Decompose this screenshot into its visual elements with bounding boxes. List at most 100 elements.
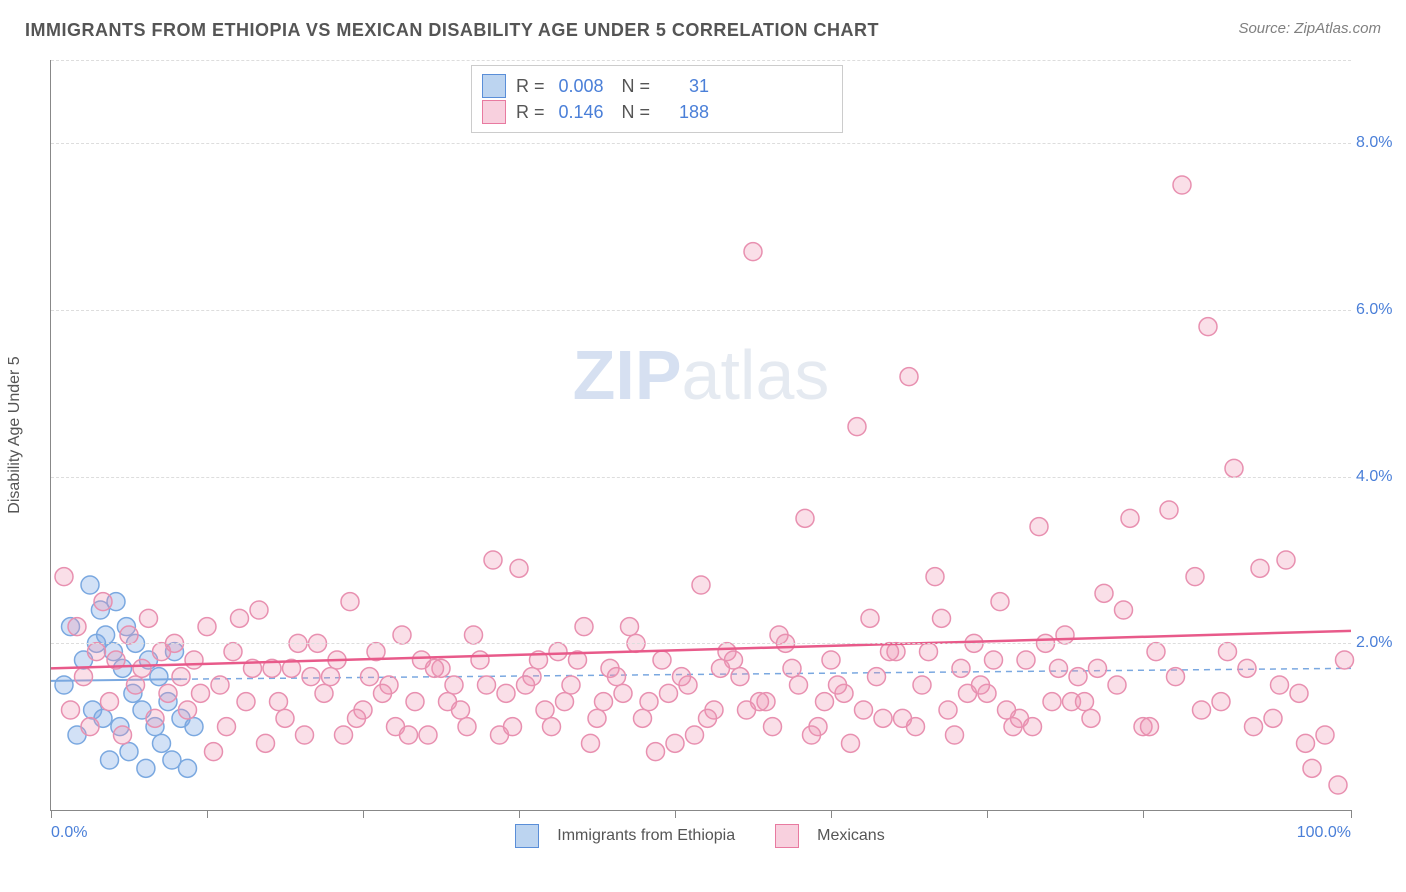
point-mexicans — [322, 668, 340, 686]
point-mexicans — [1186, 568, 1204, 586]
point-mexicans — [250, 601, 268, 619]
legend-swatch-mexicans — [775, 824, 799, 848]
legend-label-mexicans: Mexicans — [817, 827, 885, 845]
point-mexicans — [952, 659, 970, 677]
point-mexicans — [692, 576, 710, 594]
source-attribution: Source: ZipAtlas.com — [1238, 20, 1381, 37]
point-mexicans — [796, 509, 814, 527]
point-mexicans — [1290, 684, 1308, 702]
point-mexicans — [608, 668, 626, 686]
point-ethiopia — [97, 626, 115, 644]
point-mexicans — [218, 718, 236, 736]
xtick — [1351, 810, 1352, 818]
gridline — [51, 310, 1351, 311]
point-ethiopia — [150, 668, 168, 686]
point-mexicans — [588, 709, 606, 727]
point-mexicans — [374, 684, 392, 702]
point-mexicans — [822, 651, 840, 669]
point-mexicans — [335, 726, 353, 744]
point-mexicans — [296, 726, 314, 744]
point-mexicans — [1277, 551, 1295, 569]
point-mexicans — [998, 701, 1016, 719]
xtick — [51, 810, 52, 818]
point-mexicans — [419, 726, 437, 744]
point-mexicans — [985, 651, 1003, 669]
xtick — [1143, 810, 1144, 818]
point-mexicans — [1245, 718, 1263, 736]
point-mexicans — [458, 718, 476, 736]
point-mexicans — [146, 709, 164, 727]
point-mexicans — [1082, 709, 1100, 727]
ytick-label: 8.0% — [1356, 134, 1406, 152]
point-mexicans — [731, 668, 749, 686]
point-mexicans — [556, 693, 574, 711]
point-mexicans — [465, 626, 483, 644]
y-axis-label: Disability Age Under 5 — [6, 356, 24, 513]
point-mexicans — [88, 643, 106, 661]
point-mexicans — [205, 743, 223, 761]
point-mexicans — [315, 684, 333, 702]
point-mexicans — [1212, 693, 1230, 711]
point-mexicans — [660, 684, 678, 702]
point-mexicans — [1225, 459, 1243, 477]
point-mexicans — [1056, 626, 1074, 644]
point-mexicans — [1316, 726, 1334, 744]
point-mexicans — [101, 693, 119, 711]
point-mexicans — [471, 651, 489, 669]
point-mexicans — [1050, 659, 1068, 677]
point-mexicans — [270, 693, 288, 711]
point-mexicans — [1069, 668, 1087, 686]
point-mexicans — [497, 684, 515, 702]
point-mexicans — [179, 701, 197, 719]
point-mexicans — [861, 609, 879, 627]
point-mexicans — [653, 651, 671, 669]
point-mexicans — [68, 618, 86, 636]
point-mexicans — [94, 593, 112, 611]
point-mexicans — [1297, 734, 1315, 752]
point-mexicans — [452, 701, 470, 719]
point-mexicans — [127, 676, 145, 694]
point-mexicans — [562, 676, 580, 694]
point-mexicans — [1167, 668, 1185, 686]
point-mexicans — [341, 593, 359, 611]
xtick — [363, 810, 364, 818]
point-mexicans — [81, 718, 99, 736]
point-mexicans — [159, 684, 177, 702]
point-mexicans — [1219, 643, 1237, 661]
point-mexicans — [1238, 659, 1256, 677]
point-mexicans — [764, 718, 782, 736]
point-mexicans — [1024, 718, 1042, 736]
point-ethiopia — [153, 734, 171, 752]
xtick — [987, 810, 988, 818]
point-ethiopia — [101, 751, 119, 769]
point-mexicans — [842, 734, 860, 752]
point-mexicans — [140, 609, 158, 627]
point-mexicans — [1336, 651, 1354, 669]
point-mexicans — [75, 668, 93, 686]
point-mexicans — [1271, 676, 1289, 694]
legend-swatch-ethiopia — [515, 824, 539, 848]
point-mexicans — [543, 718, 561, 736]
gridline — [51, 643, 1351, 644]
point-mexicans — [575, 618, 593, 636]
swatch-ethiopia — [482, 74, 506, 98]
point-mexicans — [1303, 759, 1321, 777]
point-mexicans — [172, 668, 190, 686]
point-mexicans — [640, 693, 658, 711]
point-mexicans — [595, 693, 613, 711]
point-mexicans — [920, 643, 938, 661]
point-mexicans — [913, 676, 931, 694]
chart-title: IMMIGRANTS FROM ETHIOPIA VS MEXICAN DISA… — [25, 20, 879, 40]
point-mexicans — [276, 709, 294, 727]
point-mexicans — [1076, 693, 1094, 711]
xtick — [831, 810, 832, 818]
point-mexicans — [1121, 509, 1139, 527]
point-mexicans — [400, 726, 418, 744]
plot-area: ZIPatlas R =0.008 N =31 R =0.146 N =188 … — [50, 60, 1351, 811]
point-ethiopia — [179, 759, 197, 777]
point-mexicans — [1089, 659, 1107, 677]
point-mexicans — [1199, 318, 1217, 336]
gridline — [51, 60, 1351, 61]
point-mexicans — [1251, 559, 1269, 577]
point-mexicans — [874, 709, 892, 727]
